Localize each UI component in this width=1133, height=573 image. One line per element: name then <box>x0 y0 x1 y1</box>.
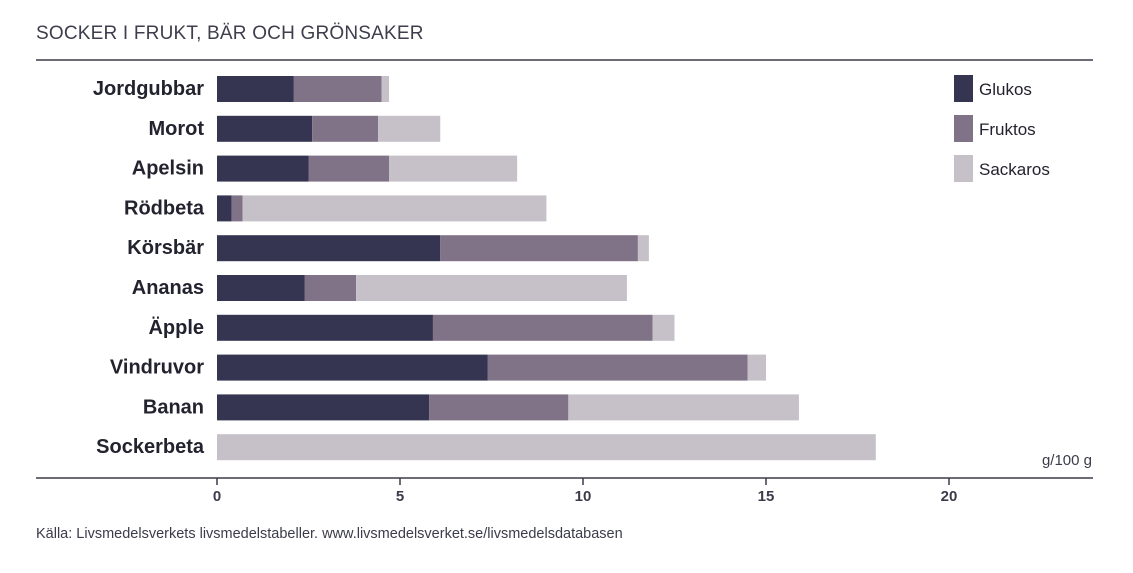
x-tick-label: 15 <box>758 488 775 505</box>
category-label-apple: Äpple <box>148 316 204 339</box>
category-label-korsbar: Körsbär <box>127 237 204 259</box>
unit-label: g/100 g <box>1042 452 1092 469</box>
bar-apelsin-sackaros <box>389 155 518 182</box>
bar-rodbeta-glukos <box>217 195 232 222</box>
bar-ananas-sackaros <box>356 275 627 301</box>
bar-rodbeta-sackaros <box>242 195 547 222</box>
bar-banan-glukos <box>217 394 430 421</box>
bar-apple-fruktos <box>432 314 653 341</box>
bars-group <box>217 76 876 461</box>
x-tick-label: 10 <box>575 488 592 505</box>
bar-jordgubbar-sackaros <box>381 76 390 102</box>
bar-korsbar-fruktos <box>440 235 638 262</box>
category-label-banan: Banan <box>143 396 204 418</box>
bar-banan-fruktos <box>429 394 569 421</box>
bar-ananas-glukos <box>217 275 305 301</box>
bar-morot-sackaros <box>378 115 441 142</box>
bar-apelsin-glukos <box>217 155 309 182</box>
legend-swatch-sackaros <box>954 155 973 182</box>
bar-morot-fruktos <box>312 115 379 142</box>
x-axis-ticks: 0 5 10 15 20 <box>213 478 958 505</box>
chart-title: SOCKER I FRUKT, BÄR OCH GRÖNSAKER <box>36 23 424 44</box>
category-label-vindruvor: Vindruvor <box>110 357 204 379</box>
category-label-ananas: Ananas <box>132 277 204 299</box>
bar-vindruvor-fruktos <box>487 354 748 381</box>
category-label-morot: Morot <box>148 118 204 140</box>
category-label-sockerbeta: Sockerbeta <box>96 436 205 458</box>
bar-jordgubbar-glukos <box>217 76 294 102</box>
legend-swatch-fruktos <box>954 115 973 142</box>
bar-rodbeta-fruktos <box>231 195 243 222</box>
category-label-rodbeta: Rödbeta <box>124 197 205 219</box>
x-tick-label: 5 <box>396 488 404 505</box>
x-tick-label: 20 <box>941 488 958 505</box>
legend-label-sackaros: Sackaros <box>979 160 1050 179</box>
bar-ananas-fruktos <box>304 275 357 301</box>
legend-label-glukos: Glukos <box>979 80 1032 99</box>
bar-korsbar-glukos <box>217 235 441 262</box>
legend-label-fruktos: Fruktos <box>979 120 1036 139</box>
bar-morot-glukos <box>217 115 313 142</box>
category-label-jordgubbar: Jordgubbar <box>93 78 204 100</box>
bar-korsbar-sackaros <box>637 235 649 262</box>
bar-jordgubbar-fruktos <box>293 76 382 102</box>
legend-swatch-glukos <box>954 75 973 102</box>
bar-sockerbeta-sackaros <box>217 434 876 461</box>
bar-banan-sackaros <box>568 394 799 421</box>
x-tick-label: 0 <box>213 488 221 505</box>
bar-vindruvor-glukos <box>217 354 488 381</box>
legend: Glukos Fruktos Sackaros <box>954 75 1050 182</box>
bar-apelsin-fruktos <box>308 155 390 182</box>
source-note: Källa: Livsmedelsverkets livsmedelstabel… <box>36 526 623 542</box>
category-labels: Jordgubbar Morot Apelsin Rödbeta Körsbär Anan… <box>93 78 205 458</box>
bar-vindruvor-sackaros <box>747 354 766 381</box>
category-label-apelsin: Apelsin <box>132 158 204 180</box>
bar-apple-sackaros <box>652 314 675 341</box>
bar-apple-glukos <box>217 314 433 341</box>
